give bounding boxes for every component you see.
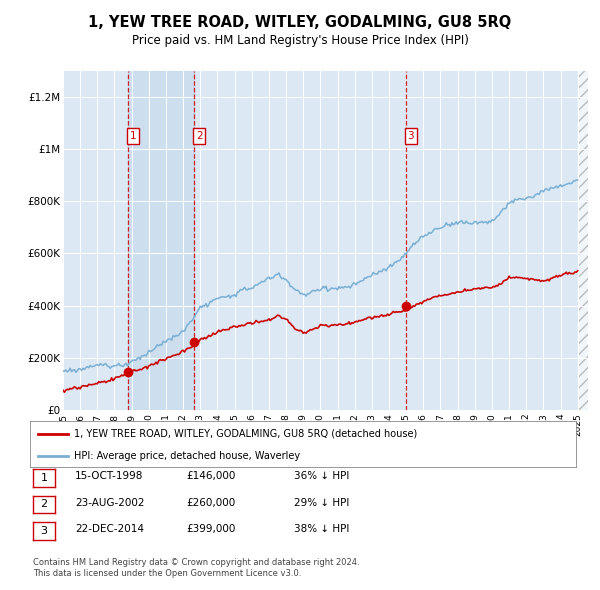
- Text: 1, YEW TREE ROAD, WITLEY, GODALMING, GU8 5RQ (detached house): 1, YEW TREE ROAD, WITLEY, GODALMING, GU8…: [74, 429, 417, 439]
- Text: 1: 1: [41, 473, 47, 483]
- Text: 3: 3: [41, 526, 47, 536]
- Text: 38% ↓ HPI: 38% ↓ HPI: [294, 525, 349, 534]
- Text: Price paid vs. HM Land Registry's House Price Index (HPI): Price paid vs. HM Land Registry's House …: [131, 34, 469, 47]
- Text: 2: 2: [196, 131, 202, 141]
- Text: 15-OCT-1998: 15-OCT-1998: [75, 471, 143, 481]
- Text: £146,000: £146,000: [186, 471, 235, 481]
- Bar: [578, 71, 588, 410]
- Text: 22-DEC-2014: 22-DEC-2014: [75, 525, 144, 534]
- Text: 36% ↓ HPI: 36% ↓ HPI: [294, 471, 349, 481]
- Text: £260,000: £260,000: [186, 498, 235, 507]
- Text: 3: 3: [407, 131, 414, 141]
- Text: 23-AUG-2002: 23-AUG-2002: [75, 498, 145, 507]
- Bar: [578, 71, 588, 410]
- Text: 29% ↓ HPI: 29% ↓ HPI: [294, 498, 349, 507]
- Bar: [128, 71, 194, 410]
- Text: £399,000: £399,000: [186, 525, 235, 534]
- Text: HPI: Average price, detached house, Waverley: HPI: Average price, detached house, Wave…: [74, 451, 300, 461]
- Bar: [128, 71, 194, 410]
- Text: 2: 2: [41, 500, 47, 509]
- Text: Contains HM Land Registry data © Crown copyright and database right 2024.
This d: Contains HM Land Registry data © Crown c…: [33, 558, 359, 578]
- Text: 1, YEW TREE ROAD, WITLEY, GODALMING, GU8 5RQ: 1, YEW TREE ROAD, WITLEY, GODALMING, GU8…: [88, 15, 512, 30]
- Text: 1: 1: [130, 131, 136, 141]
